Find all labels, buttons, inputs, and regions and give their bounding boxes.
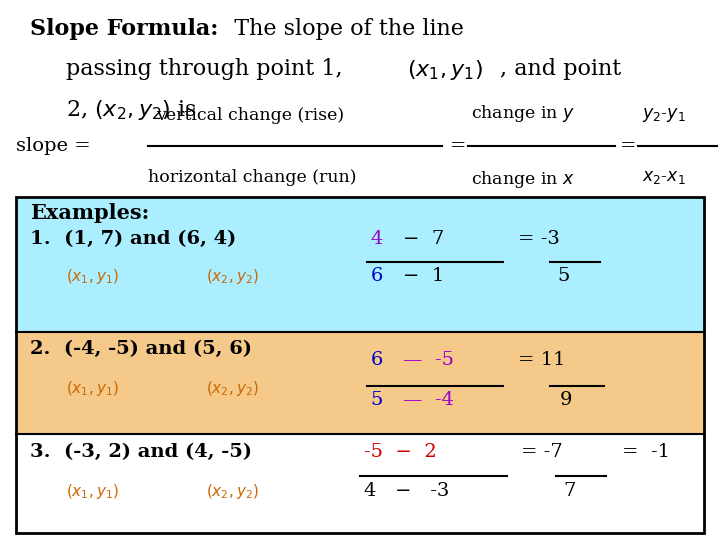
Text: The slope of the line: The slope of the line	[220, 17, 464, 39]
Text: $(x_1, y_1)$: $(x_1, y_1)$	[66, 379, 119, 397]
Text: 6: 6	[371, 350, 383, 369]
Text: change in $y$: change in $y$	[471, 103, 575, 124]
Text: $x_2$-$x_1$: $x_2$-$x_1$	[642, 169, 685, 186]
Text: −  1: − 1	[403, 267, 444, 285]
Text: $(x_1, y_1)$: $(x_1, y_1)$	[66, 267, 119, 286]
FancyBboxPatch shape	[16, 434, 704, 533]
Text: −  7: − 7	[403, 230, 444, 248]
Text: horizontal change (run): horizontal change (run)	[148, 169, 357, 186]
Text: 9: 9	[559, 391, 572, 409]
Text: 3.  (-3, 2) and (4, -5): 3. (-3, 2) and (4, -5)	[30, 443, 252, 461]
Text: $(x_2, y_2)$: $(x_2, y_2)$	[206, 482, 258, 501]
Text: passing through point 1,: passing through point 1,	[66, 58, 350, 80]
Text: 2, $(x_2, y_2)$ is: 2, $(x_2, y_2)$ is	[66, 98, 197, 122]
Text: 7: 7	[563, 482, 575, 500]
Text: $(x_1, y_1)$: $(x_1, y_1)$	[407, 58, 483, 82]
FancyBboxPatch shape	[16, 332, 704, 434]
Text: = -7: = -7	[521, 443, 563, 461]
Text: $y_2$-$y_1$: $y_2$-$y_1$	[642, 106, 685, 124]
Text: 4: 4	[371, 230, 383, 248]
Text: $(x_2, y_2)$: $(x_2, y_2)$	[206, 379, 258, 397]
Text: $(x_1, y_1)$: $(x_1, y_1)$	[66, 482, 119, 501]
Text: -5  −  2: -5 − 2	[364, 443, 436, 461]
Text: = -3: = -3	[518, 230, 559, 248]
Text: , and point: , and point	[500, 58, 621, 80]
Text: 1.  (1, 7) and (6, 4): 1. (1, 7) and (6, 4)	[30, 230, 236, 248]
Text: 4   −   -3: 4 − -3	[364, 482, 449, 500]
Text: change in $x$: change in $x$	[471, 169, 575, 190]
Text: 2.  (-4, -5) and (5, 6): 2. (-4, -5) and (5, 6)	[30, 340, 252, 358]
Text: =: =	[620, 138, 636, 156]
Text: =  -1: = -1	[622, 443, 670, 461]
Text: 5: 5	[557, 267, 570, 285]
Text: 5: 5	[371, 391, 383, 409]
Text: Slope Formula:: Slope Formula:	[30, 17, 218, 39]
Text: —  -5: — -5	[403, 350, 454, 369]
Text: vertical change (rise): vertical change (rise)	[156, 107, 343, 124]
Text: —  -4: — -4	[403, 391, 454, 409]
Text: 6: 6	[371, 267, 383, 285]
Text: $(x_2, y_2)$: $(x_2, y_2)$	[206, 267, 258, 286]
Text: slope =: slope =	[16, 138, 91, 156]
Text: = 11: = 11	[518, 350, 565, 369]
Text: Examples:: Examples:	[30, 203, 149, 223]
Text: =: =	[450, 138, 466, 156]
FancyBboxPatch shape	[16, 198, 704, 332]
